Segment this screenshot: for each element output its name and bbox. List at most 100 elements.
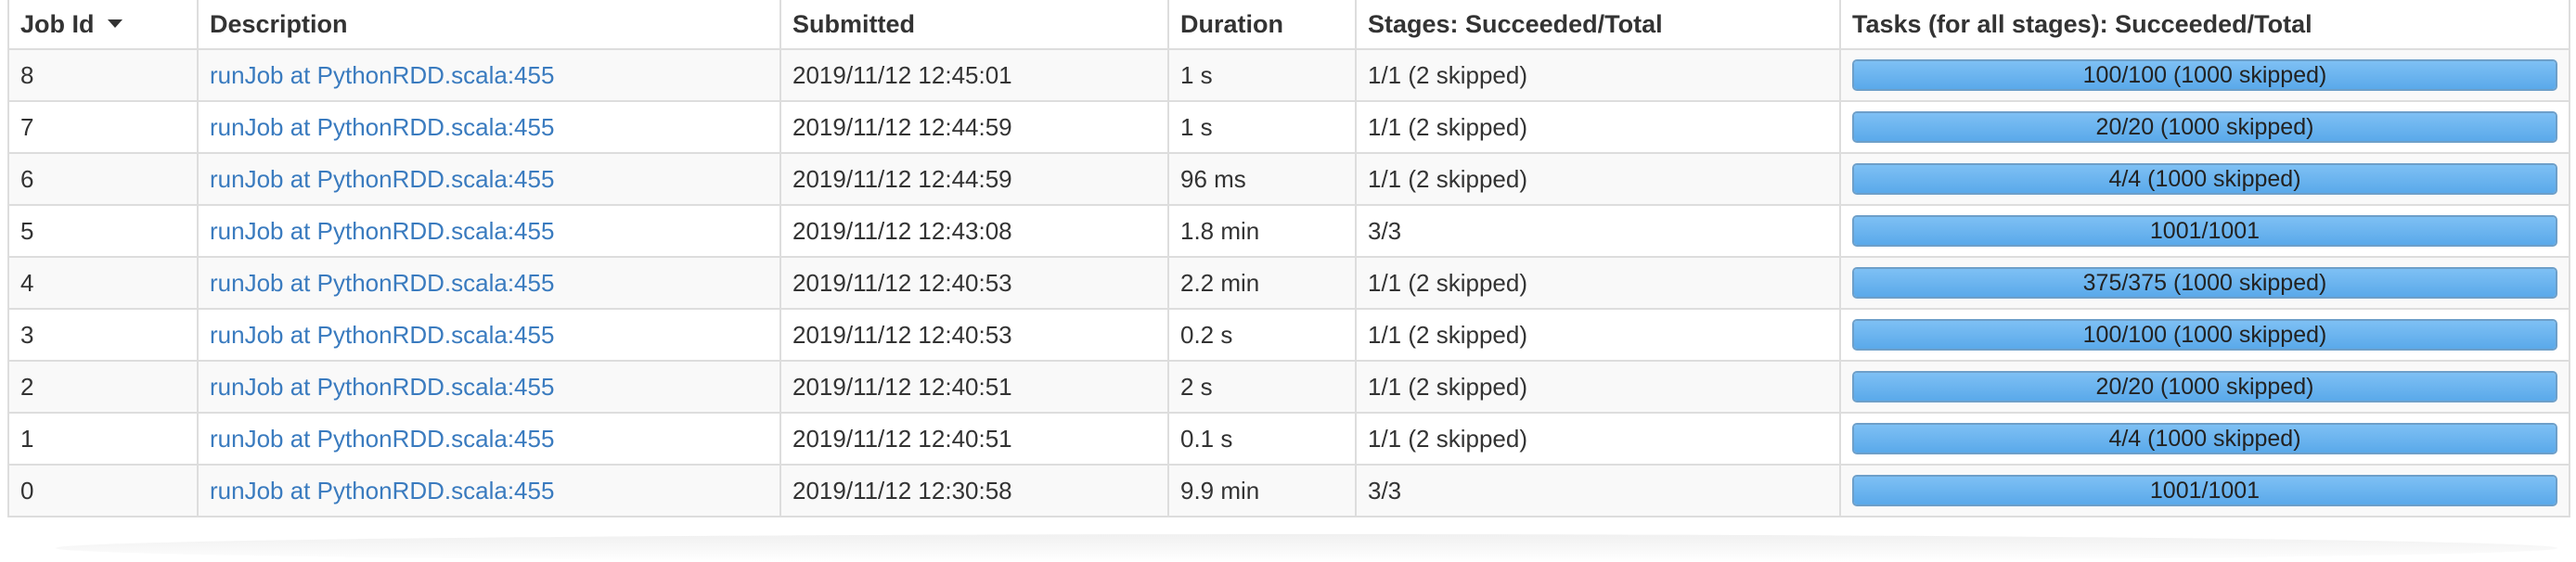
cell-job-id: 5 <box>7 204 199 258</box>
column-header-submitted[interactable]: Submitted <box>779 0 1169 50</box>
task-progress-label: 1001/1001 <box>2149 478 2260 504</box>
task-progress-fill <box>1854 217 2556 245</box>
table-row: 5 runJob at PythonRDD.scala:455 2019/11/12… <box>7 204 2570 258</box>
table-row: 0 runJob at PythonRDD.scala:455 2019/11/12… <box>7 464 2570 517</box>
column-header-stages[interactable]: Stages: Succeeded/Total <box>1355 0 1841 50</box>
task-progress-bar: 1001/1001 <box>1852 475 2557 506</box>
job-description-link[interactable]: runJob at PythonRDD.scala:455 <box>210 268 555 297</box>
task-progress-fill <box>1854 165 2556 193</box>
jobs-table-container: Job Id Description Submitted Duration St… <box>7 0 2570 517</box>
column-header-label: Duration <box>1180 9 1283 38</box>
table-bottom-shadow <box>56 534 2557 562</box>
cell-duration: 9.9 min <box>1167 464 1357 517</box>
task-progress-label: 100/100 (1000 skipped) <box>2082 62 2327 88</box>
cell-stages: 1/1 (2 skipped) <box>1355 256 1841 310</box>
cell-description: runJob at PythonRDD.scala:455 <box>197 464 781 517</box>
column-header-tasks[interactable]: Tasks (for all stages): Succeeded/Total <box>1839 0 2570 50</box>
cell-submitted: 2019/11/12 12:44:59 <box>779 100 1169 154</box>
cell-description: runJob at PythonRDD.scala:455 <box>197 256 781 310</box>
column-header-description[interactable]: Description <box>197 0 781 50</box>
cell-duration: 1.8 min <box>1167 204 1357 258</box>
task-progress-label: 20/20 (1000 skipped) <box>2095 114 2314 140</box>
cell-duration: 2.2 min <box>1167 256 1357 310</box>
cell-tasks: 20/20 (1000 skipped) <box>1839 100 2570 154</box>
column-header-label: Job Id <box>20 9 95 38</box>
job-description-link[interactable]: runJob at PythonRDD.scala:455 <box>210 424 555 453</box>
table-row: 2 runJob at PythonRDD.scala:455 2019/11/12… <box>7 360 2570 414</box>
sort-descending-icon[interactable] <box>107 19 122 28</box>
cell-submitted: 2019/11/12 12:40:53 <box>779 308 1169 362</box>
cell-description: runJob at PythonRDD.scala:455 <box>197 100 781 154</box>
task-progress-bar: 4/4 (1000 skipped) <box>1852 163 2557 195</box>
task-progress-fill <box>1854 61 2556 89</box>
cell-submitted: 2019/11/12 12:40:53 <box>779 256 1169 310</box>
column-header-label: Submitted <box>792 9 915 38</box>
cell-duration: 1 s <box>1167 48 1357 102</box>
cell-duration: 0.2 s <box>1167 308 1357 362</box>
cell-tasks: 20/20 (1000 skipped) <box>1839 360 2570 414</box>
cell-tasks: 1001/1001 <box>1839 204 2570 258</box>
cell-duration: 96 ms <box>1167 152 1357 206</box>
job-description-link[interactable]: runJob at PythonRDD.scala:455 <box>210 476 555 505</box>
cell-job-id: 2 <box>7 360 199 414</box>
cell-tasks: 4/4 (1000 skipped) <box>1839 152 2570 206</box>
cell-stages: 3/3 <box>1355 464 1841 517</box>
task-progress-label: 4/4 (1000 skipped) <box>2108 166 2301 192</box>
cell-duration: 0.1 s <box>1167 412 1357 466</box>
cell-tasks: 1001/1001 <box>1839 464 2570 517</box>
cell-submitted: 2019/11/12 12:30:58 <box>779 464 1169 517</box>
task-progress-fill <box>1854 269 2556 297</box>
cell-job-id: 6 <box>7 152 199 206</box>
column-header-job-id[interactable]: Job Id <box>7 0 199 50</box>
table-header: Job Id Description Submitted Duration St… <box>7 0 2570 50</box>
cell-job-id: 3 <box>7 308 199 362</box>
job-description-link[interactable]: runJob at PythonRDD.scala:455 <box>210 112 555 141</box>
cell-submitted: 2019/11/12 12:40:51 <box>779 360 1169 414</box>
cell-tasks: 375/375 (1000 skipped) <box>1839 256 2570 310</box>
job-description-link[interactable]: runJob at PythonRDD.scala:455 <box>210 60 555 89</box>
task-progress-bar: 100/100 (1000 skipped) <box>1852 319 2557 351</box>
task-progress-label: 1001/1001 <box>2149 218 2260 244</box>
task-progress-fill <box>1854 425 2556 453</box>
cell-duration: 2 s <box>1167 360 1357 414</box>
job-description-link[interactable]: runJob at PythonRDD.scala:455 <box>210 216 555 245</box>
table-row: 1 runJob at PythonRDD.scala:455 2019/11/12… <box>7 412 2570 466</box>
task-progress-fill <box>1854 113 2556 141</box>
cell-description: runJob at PythonRDD.scala:455 <box>197 152 781 206</box>
task-progress-label: 375/375 (1000 skipped) <box>2082 270 2327 296</box>
task-progress-bar: 1001/1001 <box>1852 215 2557 247</box>
cell-stages: 3/3 <box>1355 204 1841 258</box>
cell-job-id: 8 <box>7 48 199 102</box>
cell-description: runJob at PythonRDD.scala:455 <box>197 360 781 414</box>
cell-job-id: 7 <box>7 100 199 154</box>
cell-description: runJob at PythonRDD.scala:455 <box>197 412 781 466</box>
job-description-link[interactable]: runJob at PythonRDD.scala:455 <box>210 164 555 193</box>
cell-tasks: 4/4 (1000 skipped) <box>1839 412 2570 466</box>
table-row: 4 runJob at PythonRDD.scala:455 2019/11/12… <box>7 256 2570 310</box>
cell-submitted: 2019/11/12 12:45:01 <box>779 48 1169 102</box>
table-row: 7 runJob at PythonRDD.scala:455 2019/11/12… <box>7 100 2570 154</box>
completed-jobs-table: Job Id Description Submitted Duration St… <box>7 0 2570 517</box>
cell-stages: 1/1 (2 skipped) <box>1355 152 1841 206</box>
job-description-link[interactable]: runJob at PythonRDD.scala:455 <box>210 372 555 401</box>
cell-stages: 1/1 (2 skipped) <box>1355 308 1841 362</box>
cell-description: runJob at PythonRDD.scala:455 <box>197 204 781 258</box>
cell-stages: 1/1 (2 skipped) <box>1355 100 1841 154</box>
job-description-link[interactable]: runJob at PythonRDD.scala:455 <box>210 320 555 349</box>
task-progress-bar: 20/20 (1000 skipped) <box>1852 371 2557 402</box>
cell-job-id: 1 <box>7 412 199 466</box>
column-header-label: Tasks (for all stages): Succeeded/Total <box>1852 9 2312 38</box>
table-row: 6 runJob at PythonRDD.scala:455 2019/11/12… <box>7 152 2570 206</box>
cell-submitted: 2019/11/12 12:40:51 <box>779 412 1169 466</box>
cell-stages: 1/1 (2 skipped) <box>1355 360 1841 414</box>
task-progress-fill <box>1854 373 2556 401</box>
cell-job-id: 4 <box>7 256 199 310</box>
column-header-duration[interactable]: Duration <box>1167 0 1357 50</box>
table-row: 8 runJob at PythonRDD.scala:455 2019/11/12… <box>7 48 2570 102</box>
table-row: 3 runJob at PythonRDD.scala:455 2019/11/12… <box>7 308 2570 362</box>
column-header-label: Stages: Succeeded/Total <box>1368 9 1663 38</box>
cell-description: runJob at PythonRDD.scala:455 <box>197 308 781 362</box>
task-progress-bar: 100/100 (1000 skipped) <box>1852 59 2557 91</box>
task-progress-bar: 375/375 (1000 skipped) <box>1852 267 2557 299</box>
task-progress-fill <box>1854 477 2556 505</box>
